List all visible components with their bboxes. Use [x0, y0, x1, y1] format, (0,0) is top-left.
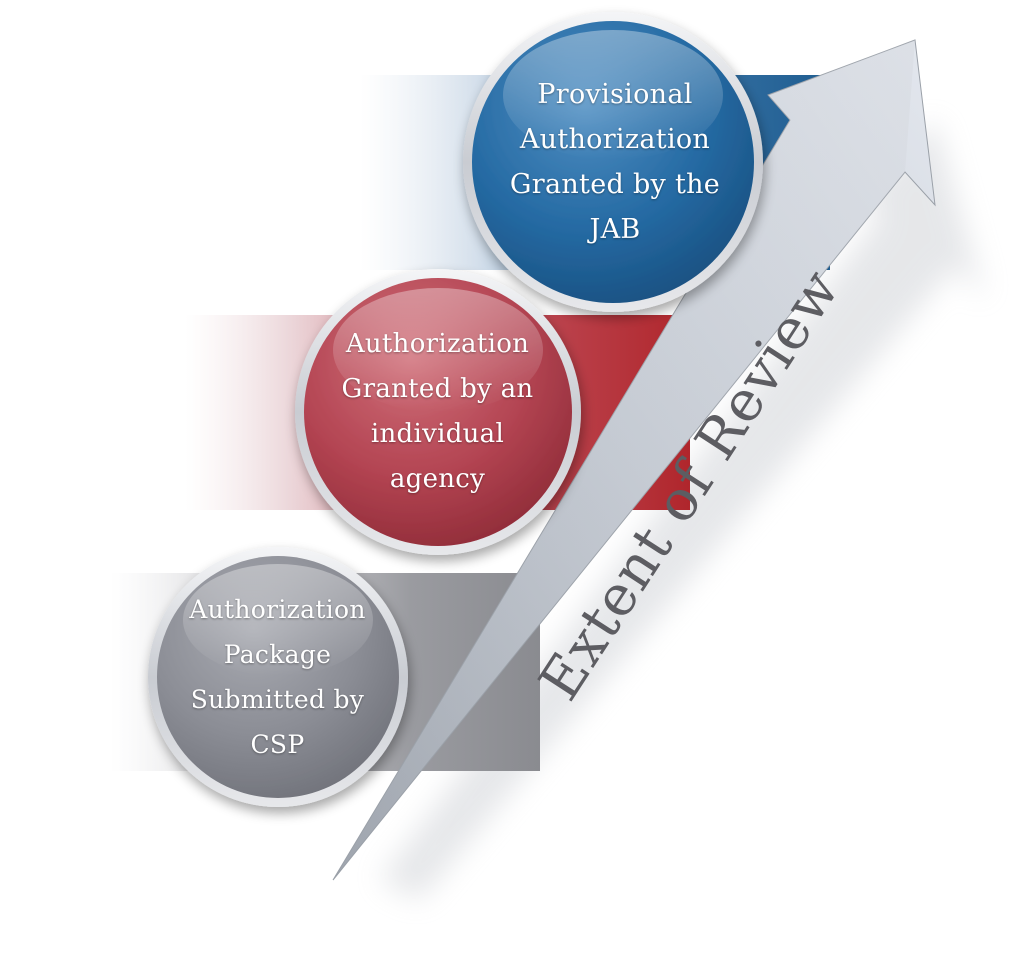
jab-line-2: Authorization	[519, 123, 711, 155]
agency-line-1: Authorization	[345, 328, 530, 359]
csp-line-1: Authorization	[189, 594, 366, 624]
csp-step-label: Authorization Package Submitted by CSP	[150, 554, 405, 799]
jab-line-3: Granted by the	[509, 168, 721, 200]
csp-line-3: Submitted by	[190, 684, 365, 714]
agency-line-4: agency	[389, 463, 486, 494]
jab-line-4: JAB	[589, 213, 641, 245]
jab-line-1: Provisional	[537, 78, 693, 110]
csp-line-4: CSP	[250, 729, 305, 759]
circle-agency	[295, 269, 581, 555]
agency-line-3: individual	[370, 418, 505, 449]
circle-jab	[463, 12, 763, 312]
review-arrow-highlight	[333, 40, 915, 880]
agency-line-2: Granted by an	[341, 373, 534, 404]
jab-step-label: Provisional Authorization Granted by the…	[465, 24, 765, 299]
circle-csp	[148, 547, 408, 807]
csp-line-2: Package	[223, 639, 332, 669]
agency-step-label: Authorization Granted by an individual a…	[295, 274, 580, 549]
